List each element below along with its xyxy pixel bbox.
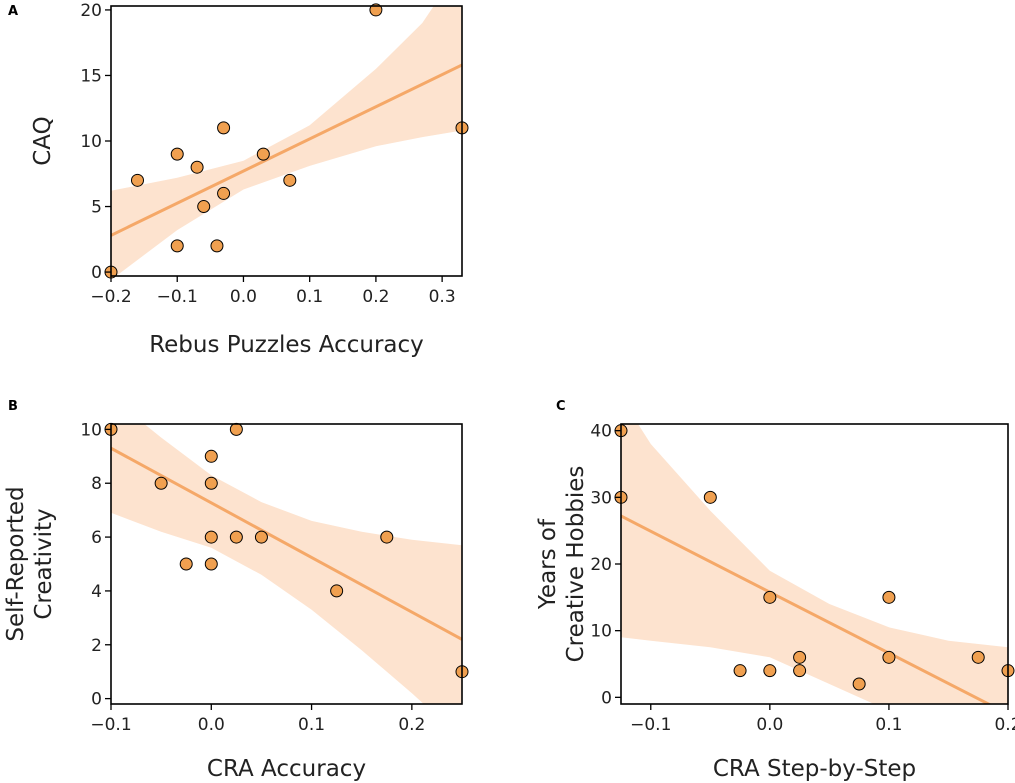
y-tick-label: 20 <box>590 555 612 575</box>
data-point <box>179 557 193 571</box>
regression-line <box>111 446 462 641</box>
x-tick-label: −0.2 <box>90 287 131 307</box>
data-point <box>204 557 218 571</box>
data-point <box>380 530 394 544</box>
x-tick-label: 0.3 <box>429 287 456 307</box>
y-tick-label: 20 <box>80 1 102 21</box>
data-point <box>369 3 383 17</box>
y-tick-label: 10 <box>590 622 612 642</box>
y-tick-label: 15 <box>80 66 102 86</box>
y-tick-label: 40 <box>590 422 612 442</box>
x-tick-label: 0.1 <box>875 715 902 735</box>
confidence-band <box>111 6 462 276</box>
x-axis-title: Rebus Puzzles Accuracy <box>149 332 424 358</box>
panel-letter: A <box>8 4 18 19</box>
x-tick-label: 0.2 <box>994 715 1015 735</box>
data-point <box>170 239 184 253</box>
y-tick-label: 10 <box>80 132 102 152</box>
data-point <box>763 590 777 604</box>
panel-a: A −0.2 −0.1 0.0 0.1 0.2 0.3 0 5 10 15 20 Rebus Pu… <box>8 1 469 358</box>
data-point <box>154 476 168 490</box>
y-tick-label: 10 <box>80 420 102 440</box>
y-axis-title: CAQ <box>30 116 56 166</box>
y-tick-label: 0 <box>601 688 612 708</box>
y-axis-title-line-1: Years of <box>535 518 561 610</box>
y-tick-label: 4 <box>91 582 102 602</box>
x-axis-title: CRA Step-by-Step <box>713 756 916 782</box>
x-tick-label: 0.1 <box>298 715 325 735</box>
data-point <box>217 186 231 200</box>
y-tick-label: 8 <box>91 474 102 494</box>
x-axis-title: CRA Accuracy <box>207 756 366 782</box>
y-tick-label: 5 <box>91 198 102 218</box>
y-ticks: 0 5 10 15 20 <box>80 1 111 283</box>
fit-line-layer <box>111 63 462 237</box>
data-point <box>283 173 297 187</box>
data-point <box>733 664 747 678</box>
y-tick-label: 30 <box>590 488 612 508</box>
x-tick-label: 0.2 <box>398 715 425 735</box>
x-ticks: −0.2 −0.1 0.0 0.1 0.2 0.3 <box>90 276 456 307</box>
confidence-band-layer <box>621 424 1008 704</box>
fit-line-layer <box>621 514 992 704</box>
data-point <box>210 239 224 253</box>
x-ticks: −0.1 0.0 0.1 0.2 <box>630 704 1015 735</box>
data-point <box>254 530 268 544</box>
data-point <box>229 422 243 436</box>
x-ticks: −0.1 0.0 0.1 0.2 <box>90 704 425 735</box>
y-tick-label: 2 <box>91 636 102 656</box>
y-tick-label: 6 <box>91 528 102 548</box>
regression-line <box>621 514 992 704</box>
x-tick-label: −0.1 <box>630 715 671 735</box>
data-point <box>204 530 218 544</box>
y-axis-title-line-2: Creative Hobbies <box>563 466 589 663</box>
confidence-band <box>111 424 462 704</box>
data-point <box>217 121 231 135</box>
data-point <box>204 449 218 463</box>
data-point <box>882 650 896 664</box>
data-point <box>882 590 896 604</box>
x-tick-label: 0.1 <box>296 287 323 307</box>
data-point <box>229 530 243 544</box>
data-point <box>703 490 717 504</box>
x-tick-label: 0.0 <box>756 715 783 735</box>
regression-line <box>111 63 462 237</box>
data-point <box>170 147 184 161</box>
x-tick-label: 0.0 <box>230 287 257 307</box>
data-point <box>204 476 218 490</box>
data-point <box>330 584 344 598</box>
data-point <box>793 650 807 664</box>
panel-b: B −0.1 0.0 0.1 0.2 0 2 4 6 8 10 CRA Accuracy Sel… <box>3 399 469 782</box>
data-point <box>763 664 777 678</box>
plot-frame <box>110 423 463 705</box>
data-point <box>130 173 144 187</box>
data-point <box>256 147 270 161</box>
panel-letter: B <box>8 399 18 414</box>
panel-letter: C <box>556 399 566 414</box>
data-point <box>793 664 807 678</box>
confidence-band-layer <box>111 6 462 276</box>
data-point <box>197 200 211 214</box>
x-tick-label: −0.1 <box>157 287 198 307</box>
points-layer <box>104 422 469 679</box>
data-point <box>971 650 985 664</box>
panel-c: C −0.1 0.0 0.1 0.2 0 10 20 30 40 CRA Step-by-St… <box>535 399 1015 782</box>
fit-line-layer <box>111 446 462 641</box>
y-axis-title-line-1: Self-Reported <box>3 486 29 641</box>
x-tick-label: 0.2 <box>362 287 389 307</box>
x-tick-label: −0.1 <box>90 715 131 735</box>
data-point <box>190 160 204 174</box>
confidence-band-layer <box>111 424 462 704</box>
data-point <box>852 677 866 691</box>
y-tick-label: 0 <box>91 690 102 710</box>
y-axis-title-line-2: Creativity <box>31 508 57 619</box>
y-tick-label: 0 <box>91 263 102 283</box>
y-ticks: 0 10 20 30 40 <box>590 422 621 708</box>
x-tick-label: 0.0 <box>198 715 225 735</box>
y-ticks: 0 2 4 6 8 10 <box>80 420 111 710</box>
confidence-band <box>621 424 1008 704</box>
